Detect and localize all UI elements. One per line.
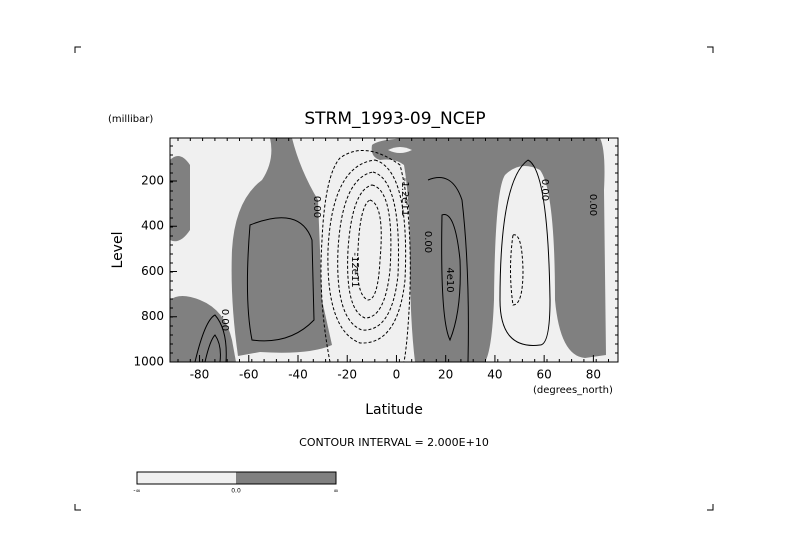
y-tick-label: 400 (141, 219, 164, 233)
y-tick-label: 600 (141, 264, 164, 278)
contour-label: 0.00 (311, 196, 322, 218)
corner-marks (74, 46, 714, 511)
contour-label: 0.00 (587, 194, 598, 216)
x-tick-label: -60 (239, 368, 259, 382)
contour-label: -12e11 (349, 252, 360, 287)
colorbar-label: -∞ (133, 488, 140, 495)
x-tick-label: -20 (337, 368, 357, 382)
y-tick-label: 800 (141, 309, 164, 323)
colorbar-frame (136, 471, 337, 485)
contour-label: 0.00 (539, 179, 550, 201)
colorbar-label: 0.0 (231, 488, 241, 495)
y-units: (millibar) (108, 114, 153, 125)
x-tick-label: -40 (288, 368, 308, 382)
x-units: (degrees_north) (533, 385, 613, 396)
contour-field (170, 138, 606, 362)
x-tick-label: 60 (537, 368, 552, 382)
colorbar-label: ∞ (334, 488, 339, 495)
x-tick-label: 20 (438, 368, 453, 382)
y-axis-label: Level (110, 232, 126, 269)
x-axis-label: Latitude (365, 402, 423, 418)
contour-label: 0.00 (422, 231, 433, 253)
plot-frame (169, 137, 619, 363)
minor-ticks (170, 138, 618, 362)
colorbar-positive (236, 472, 336, 484)
x-tick-label: 0 (393, 368, 401, 382)
contour-label: 4e10 (444, 267, 455, 292)
colorbar: -∞ 0.0 ∞ (133, 471, 339, 495)
y-tick-label: 200 (141, 173, 164, 187)
contour-label: -1.2e11 (399, 178, 410, 216)
colorbar-negative (137, 472, 236, 484)
x-tick-label: 80 (586, 368, 601, 382)
contour-lines (194, 149, 551, 362)
chart-title: STRM_1993-09_NCEP (304, 109, 485, 129)
x-tick-label: -80 (190, 368, 210, 382)
y-tick-label: 1000 (133, 355, 164, 369)
contour-interval: CONTOUR INTERVAL = 2.000E+10 (299, 436, 489, 449)
x-tick-label: 40 (487, 368, 502, 382)
contour-label: 0.00 (219, 309, 230, 331)
